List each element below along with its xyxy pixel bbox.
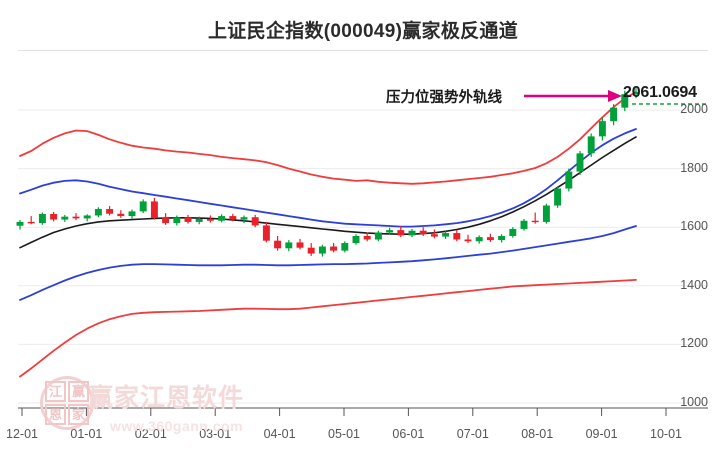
page-title: 上证民企指数(000049)赢家极反通道 xyxy=(207,21,519,42)
title-divider xyxy=(18,50,708,51)
x-axis-tick-label: 02-01 xyxy=(134,427,167,441)
gann-seal-logo-icon: 江 赢 恩 家 xyxy=(40,376,98,434)
y-axis-tick-label: 1200 xyxy=(680,336,708,351)
y-axis-tick-label: 1600 xyxy=(680,219,708,234)
x-axis-tick-label: 01-01 xyxy=(70,427,103,441)
logo-char-1: 赢 xyxy=(68,381,89,402)
logo-char-3: 家 xyxy=(68,404,89,425)
x-axis-tick-label: 07-01 xyxy=(456,427,489,441)
极反通道-bands xyxy=(19,91,637,378)
right-arrow-icon xyxy=(524,90,622,102)
x-axis-tick-label: 06-01 xyxy=(392,427,425,441)
x-axis-tick-label: 05-01 xyxy=(328,427,360,441)
current-price-label: 2061.0694 xyxy=(623,84,697,101)
candlestick-series xyxy=(16,88,640,257)
url-watermark: www.360gann.com xyxy=(110,418,244,434)
brand-watermark: 赢家江恩软件 xyxy=(88,384,245,412)
resistance-annotation-label: 压力位强势外轨线 xyxy=(386,90,502,106)
y-axis-tick-label: 1800 xyxy=(680,160,708,175)
x-axis-tick-label: 04-01 xyxy=(263,427,296,441)
logo-char-0: 江 xyxy=(45,381,66,402)
y-axis-tick-label: 1400 xyxy=(680,277,708,292)
y-axis-tick-label: 1000 xyxy=(680,395,708,409)
logo-ring xyxy=(40,376,94,430)
x-axis-tick-label: 03-01 xyxy=(199,427,232,441)
x-axis-tick-label: 09-01 xyxy=(585,427,618,441)
x-axis-tick-label: 12-01 xyxy=(6,427,38,441)
gridlines xyxy=(18,109,708,404)
logo-char-2: 恩 xyxy=(45,404,66,425)
x-axis-tick-label: 10-01 xyxy=(650,427,682,441)
x-axis-ticks xyxy=(21,408,667,416)
x-axis-tick-label: 08-01 xyxy=(521,427,554,441)
y-axis-tick-label: 2000 xyxy=(680,102,708,116)
